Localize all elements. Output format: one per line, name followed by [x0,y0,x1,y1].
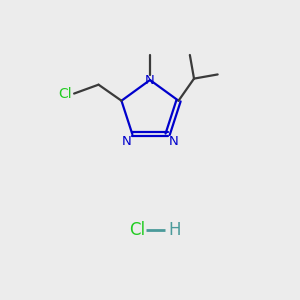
Text: Cl: Cl [58,87,72,100]
Text: H: H [168,221,181,239]
Text: N: N [122,135,131,148]
Text: N: N [169,135,178,148]
Text: Cl: Cl [129,221,145,239]
Text: N: N [145,74,155,86]
